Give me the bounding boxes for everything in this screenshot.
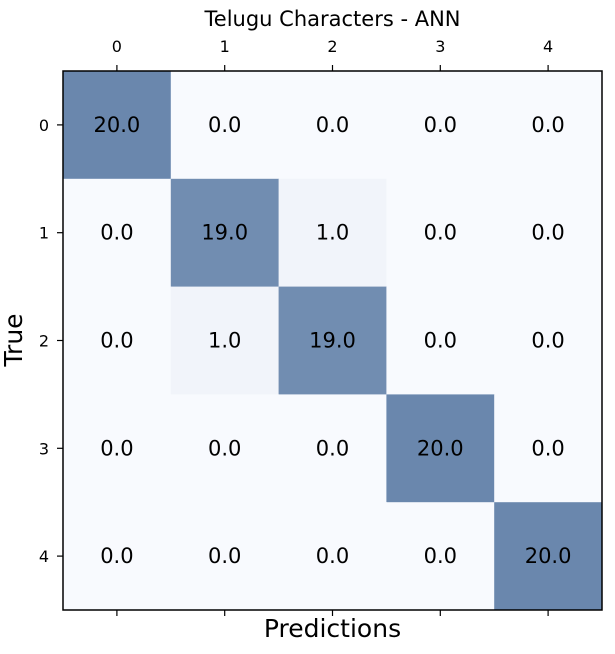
heatmap-cell-r0-c4: [494, 71, 603, 180]
y-axis-label: True: [0, 313, 28, 367]
heatmap-cell-r2-c3: [386, 286, 495, 395]
cell-value-label-r2-c0: 0.0: [100, 329, 133, 353]
heatmap-cell-r3-c4: [494, 394, 603, 503]
chart-title: Telugu Characters - ANN: [204, 7, 461, 31]
heatmap-cell-r3-c0: [63, 394, 172, 503]
cell-value-label-r4-c1: 0.0: [208, 544, 241, 568]
x-tick-label-1: 1: [220, 37, 230, 56]
x-tick-label-0: 0: [112, 37, 122, 56]
cell-value-label-r3-c3: 20.0: [417, 436, 464, 460]
cell-value-label-r0-c0: 20.0: [94, 113, 141, 137]
y-tick-label-1: 1: [39, 224, 49, 243]
heatmap-cell-r0-c1: [170, 71, 280, 180]
cell-value-label-r3-c1: 0.0: [208, 436, 241, 460]
heatmap-cell-r2-c1: [170, 286, 280, 395]
cell-value-label-r4-c4: 20.0: [525, 544, 572, 568]
heatmap-cell-labels: 20.0 0.0 0.0 0.0 0.0 0.0 19.0 1.0 0.0 0.0 0.0 1.0 19…: [94, 113, 572, 568]
heatmap-cell-r1-c4: [494, 178, 603, 288]
cell-value-label-r4-c0: 0.0: [100, 544, 133, 568]
cell-value-label-r0-c3: 0.0: [424, 113, 457, 137]
cell-value-label-r0-c1: 0.0: [208, 113, 241, 137]
x-axis-label: Predictions: [264, 614, 401, 643]
cell-value-label-r4-c3: 0.0: [424, 544, 457, 568]
cell-value-label-r3-c2: 0.0: [316, 436, 349, 460]
heatmap-cell-r2-c2: [278, 286, 387, 395]
heatmap-cell-r0-c3: [386, 71, 495, 180]
cell-value-label-r3-c4: 0.0: [531, 436, 564, 460]
y-tick-label-2: 2: [39, 332, 49, 351]
cell-value-label-r1-c1: 19.0: [201, 221, 248, 245]
x-tick-label-4: 4: [543, 37, 553, 56]
heatmap-cell-r3-c3: [386, 394, 495, 503]
heatmap-cell-r0-c2: [278, 71, 387, 180]
heatmap-cell-r2-c0: [63, 286, 172, 395]
cell-value-label-r2-c2: 19.0: [309, 329, 356, 353]
heatmap-cell-r1-c2: [278, 178, 387, 288]
y-axis-ticks: 0 1 2 3 4: [39, 116, 63, 566]
cell-value-label-r1-c2: 1.0: [316, 221, 349, 245]
heatmap-cell-r2-c4: [494, 286, 603, 395]
x-axis-ticks: 0 1 2 3 4: [112, 37, 553, 616]
heatmap-cell-r3-c2: [278, 394, 387, 503]
heatmap-cell-r4-c2: [278, 502, 387, 611]
x-tick-label-2: 2: [327, 37, 337, 56]
heatmap-cell-r1-c3: [386, 178, 495, 288]
heatmap-cell-r4-c3: [386, 502, 495, 611]
heatmap-cell-r4-c4: [494, 502, 603, 611]
cell-value-label-r3-c0: 0.0: [100, 436, 133, 460]
heatmap-cell-r0-c0: [63, 71, 172, 180]
y-tick-label-3: 3: [39, 439, 49, 458]
heatmap-cell-r1-c0: [63, 178, 172, 288]
cell-value-label-r1-c4: 0.0: [531, 221, 564, 245]
heatmap-cell-r4-c1: [170, 502, 280, 611]
cell-value-label-r1-c3: 0.0: [424, 221, 457, 245]
cell-value-label-r2-c3: 0.0: [424, 329, 457, 353]
heatmap-cell-r3-c1: [170, 394, 280, 503]
x-tick-label-3: 3: [435, 37, 445, 56]
y-tick-label-4: 4: [39, 547, 49, 566]
cell-value-label-r1-c0: 0.0: [100, 221, 133, 245]
heatmap-cells: [63, 71, 603, 611]
cell-value-label-r2-c1: 1.0: [208, 329, 241, 353]
cell-value-label-r0-c2: 0.0: [316, 113, 349, 137]
cell-value-label-r4-c2: 0.0: [316, 544, 349, 568]
cell-value-label-r2-c4: 0.0: [531, 329, 564, 353]
cell-value-label-r0-c4: 0.0: [531, 113, 564, 137]
heatmap-cell-r4-c0: [63, 502, 172, 611]
heatmap-cell-r1-c1: [170, 178, 280, 288]
y-tick-label-0: 0: [39, 116, 49, 135]
